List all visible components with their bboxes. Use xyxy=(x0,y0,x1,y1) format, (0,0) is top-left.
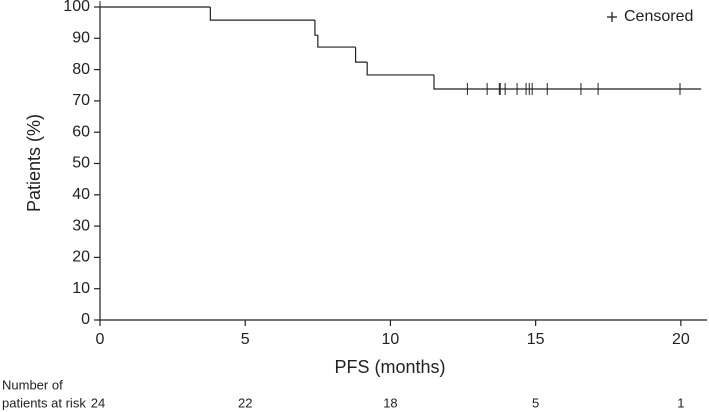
y-tick-label: 0 xyxy=(81,311,90,328)
at-risk-count: 22 xyxy=(238,395,252,410)
y-tick-label: 90 xyxy=(72,30,90,47)
step-segment xyxy=(314,20,318,36)
at-risk-label: patients at risk xyxy=(2,395,86,410)
y-tick-label: 100 xyxy=(63,0,90,15)
y-tick-label: 70 xyxy=(72,92,90,109)
step-segment xyxy=(354,47,368,63)
y-tick-label: 40 xyxy=(72,186,90,203)
step-segment xyxy=(366,62,434,76)
at-risk-label: Number of xyxy=(2,377,63,392)
x-tick-label: 15 xyxy=(527,331,545,348)
y-tick-label: 60 xyxy=(72,123,90,140)
step-segment xyxy=(433,74,702,90)
y-tick-label: 30 xyxy=(72,217,90,234)
x-tick-label: 0 xyxy=(96,331,105,348)
y-axis-label: Patients (%) xyxy=(24,114,44,212)
y-tick-label: 80 xyxy=(72,61,90,78)
x-tick-label: 5 xyxy=(241,331,250,348)
x-tick-label: 20 xyxy=(672,331,690,348)
y-tick-label: 20 xyxy=(72,249,90,266)
at-risk-count: 5 xyxy=(532,395,539,410)
legend-label: Censored xyxy=(624,8,693,25)
x-axis-label: PFS (months) xyxy=(334,357,445,377)
at-risk-count: 24 xyxy=(91,395,105,410)
step-segment xyxy=(209,7,315,21)
x-tick-label: 10 xyxy=(382,331,400,348)
at-risk-count: 1 xyxy=(677,395,684,410)
y-tick-label: 10 xyxy=(72,280,90,297)
at-risk-count: 18 xyxy=(383,395,397,410)
y-tick-label: 50 xyxy=(72,155,90,172)
step-segment xyxy=(317,35,356,48)
